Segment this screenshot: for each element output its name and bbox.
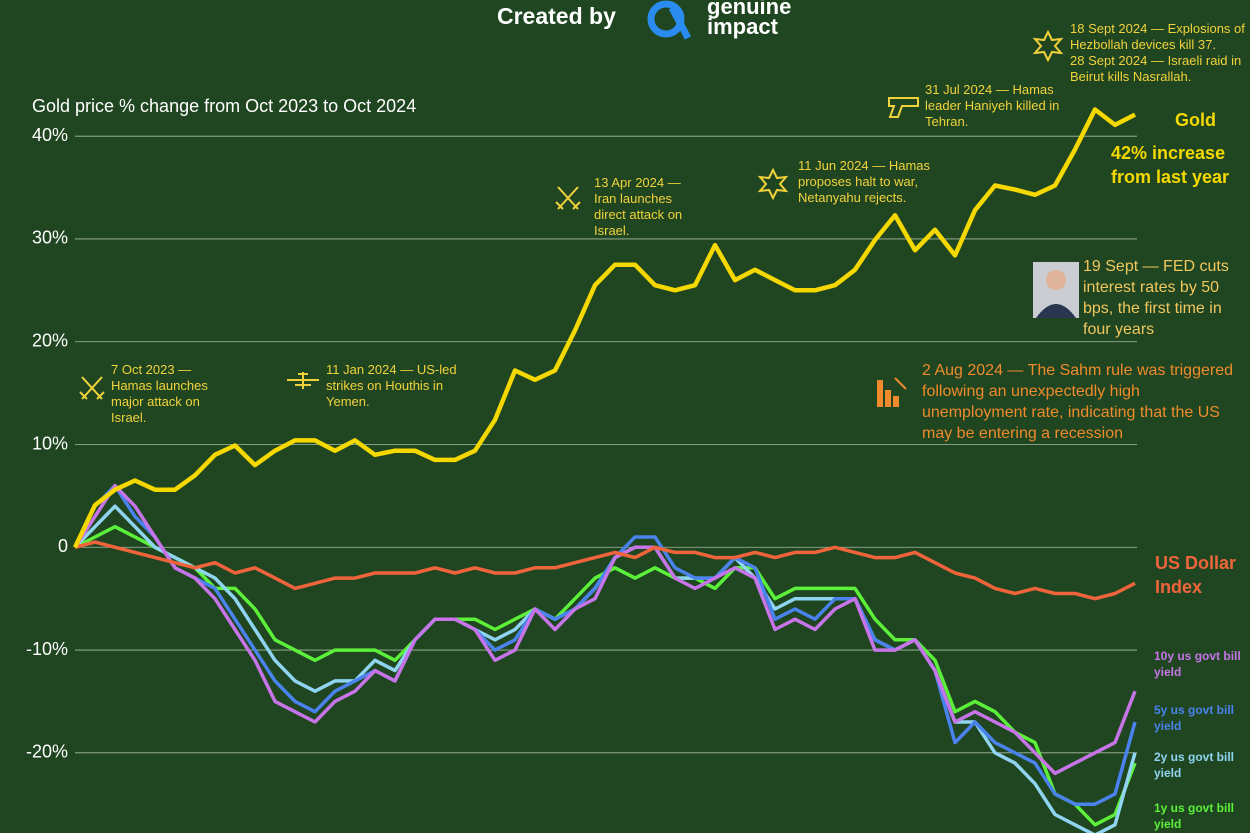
legend-label: 10y us govt bill yield (1154, 649, 1241, 679)
annotation: 18 Sept 2024 — Explosions of Hezbollah d… (1070, 21, 1245, 52)
annotation: 11 Jun 2024 — Hamas proposes halt to war… (798, 158, 930, 205)
legend-label: Gold (1175, 110, 1216, 130)
legend-label: 1y us govt bill yield (1154, 801, 1235, 831)
y-tick-label: 40% (32, 125, 68, 145)
brand: genuine (707, 0, 791, 19)
annotation: 13 Apr 2024 — Iran launches direct attac… (594, 175, 683, 238)
annotation: 2 Aug 2024 — The Sahm rule was triggered… (922, 362, 1233, 442)
fed-photo (1033, 262, 1079, 318)
credit: Created by (497, 3, 616, 29)
annotation: 42% increase from last year (1111, 143, 1230, 187)
annotation: 7 Oct 2023 — Hamas launches major attack… (111, 362, 208, 425)
legend-label: US Dollar Index (1155, 553, 1237, 597)
series-line (73, 483, 1137, 806)
annotation: 19 Sept — FED cuts interest rates by 50 … (1083, 258, 1229, 338)
annotation: 28 Sept 2024 — Israeli raid in Beirut ki… (1070, 53, 1242, 84)
series-line (74, 540, 1136, 601)
series-line (72, 107, 1137, 549)
chart-title: Gold price % change from Oct 2023 to Oct… (32, 96, 416, 116)
legend-label: 2y us govt bill yield (1154, 750, 1235, 780)
y-tick-label: 30% (32, 228, 68, 248)
legend-label: 5y us govt bill yield (1154, 703, 1235, 733)
series-line (73, 483, 1137, 776)
brand: impact (707, 14, 779, 39)
sahm-icon (877, 377, 907, 407)
icons (79, 29, 1064, 400)
y-tick-label: -10% (26, 639, 68, 659)
logo (647, 0, 692, 40)
y-tick-label: 10% (32, 433, 68, 453)
y-tick-label: 20% (32, 330, 68, 350)
y-tick-label: 0 (58, 536, 68, 556)
annotation: 31 Jul 2024 — Hamas leader Haniyeh kille… (925, 82, 1060, 129)
y-tick-label: -20% (26, 742, 68, 762)
annotation: 11 Jan 2024 — US-led strikes on Houthis … (326, 362, 457, 409)
